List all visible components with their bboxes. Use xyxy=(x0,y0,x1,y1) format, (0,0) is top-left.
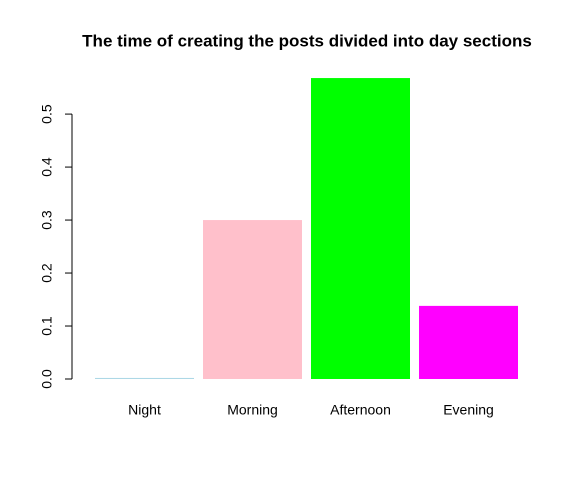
y-tick-label: 0.1 xyxy=(39,316,55,336)
x-tick-label: Night xyxy=(128,402,161,418)
x-tick-label: Afternoon xyxy=(330,402,391,418)
bar xyxy=(203,220,302,379)
y-tick-label: 0.4 xyxy=(39,157,55,177)
y-tick-label: 0.0 xyxy=(39,369,55,389)
x-tick-label: Evening xyxy=(443,402,494,418)
y-tick-label: 0.2 xyxy=(39,263,55,283)
y-tick-label: 0.5 xyxy=(39,104,55,124)
bar xyxy=(419,305,518,379)
bar xyxy=(95,377,194,379)
y-tick-label: 0.3 xyxy=(39,210,55,230)
x-tick-label: Morning xyxy=(227,402,278,418)
bar xyxy=(311,78,410,380)
chart-title: The time of creating the posts divided i… xyxy=(82,31,532,50)
